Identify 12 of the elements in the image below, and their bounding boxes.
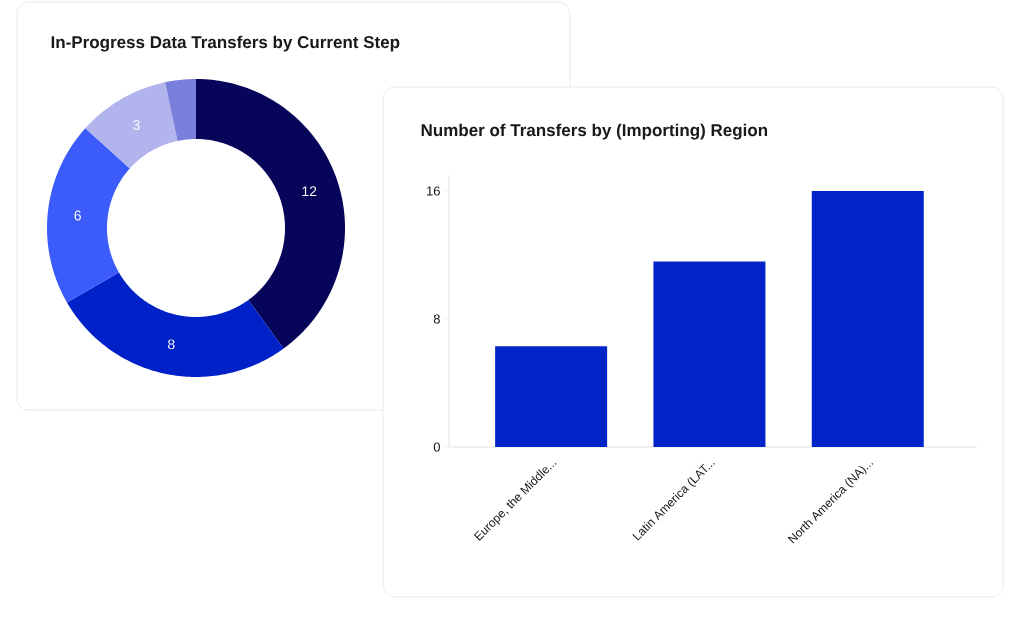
chart-title: In-Progress Data Transfers by Current Step [51, 35, 400, 52]
data-label: 6 [74, 210, 81, 221]
y-tick-label: 8 [433, 314, 440, 324]
bar [653, 261, 766, 447]
bar [811, 191, 924, 447]
data-label: 3 [133, 119, 140, 130]
data-label: 8 [167, 339, 175, 350]
data-label: 12 [302, 186, 317, 197]
y-tick-label: 16 [427, 186, 440, 196]
bar [495, 346, 608, 447]
y-tick-label: 0 [433, 442, 440, 452]
chart-title: Number of Transfers by (Importing) Region [421, 123, 768, 140]
